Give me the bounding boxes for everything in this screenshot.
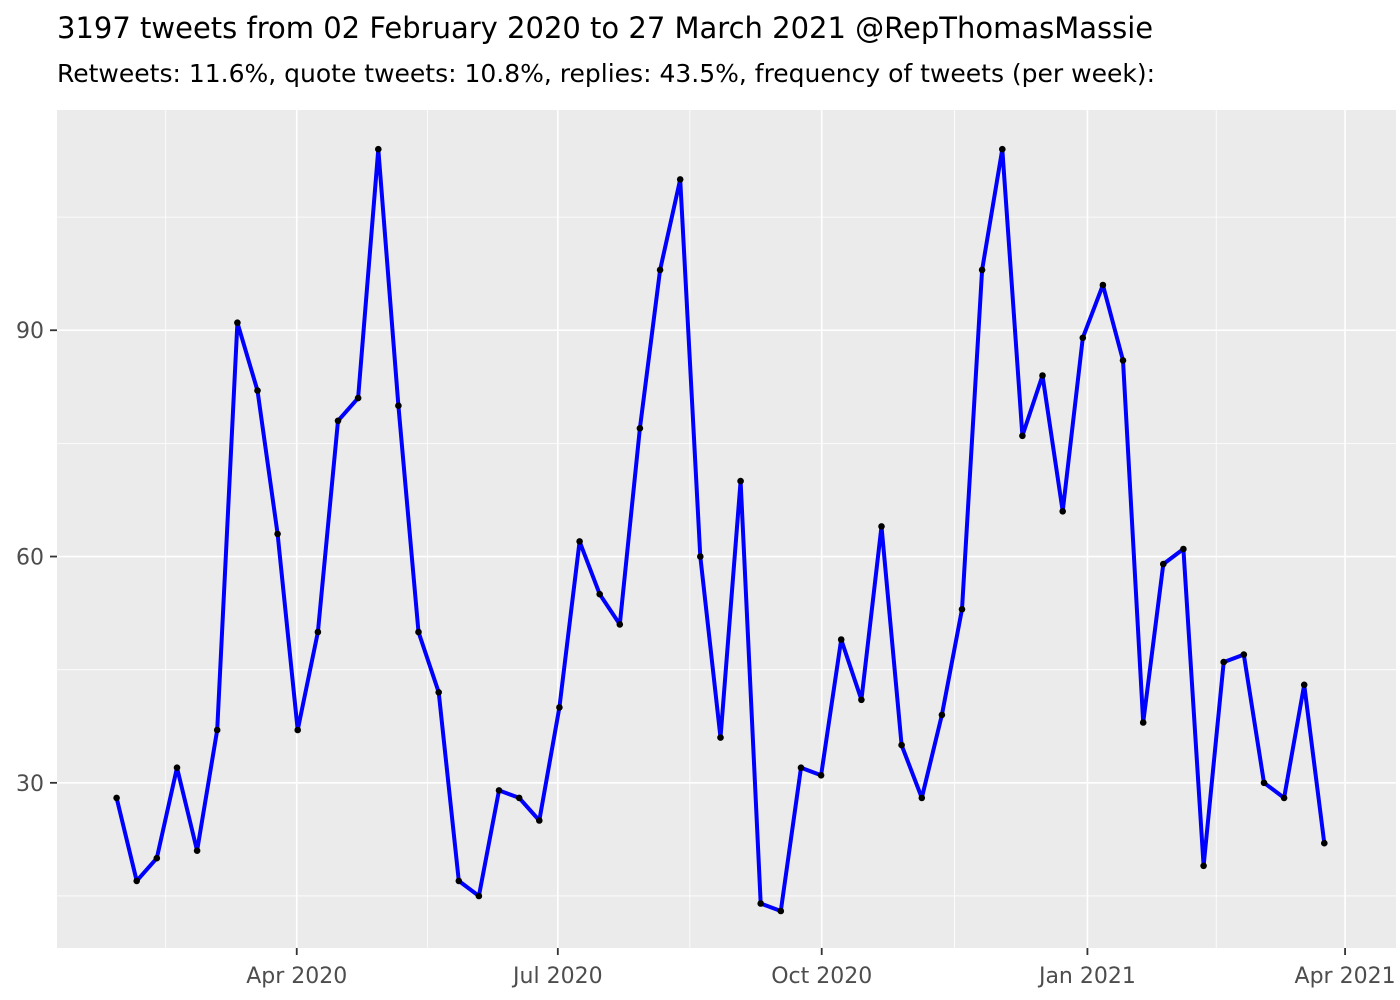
data-point bbox=[1240, 651, 1248, 658]
data-point bbox=[475, 892, 483, 900]
data-point bbox=[455, 877, 463, 885]
data-point bbox=[616, 621, 624, 628]
data-point bbox=[334, 417, 342, 425]
data-point bbox=[193, 847, 201, 854]
data-point bbox=[596, 590, 603, 598]
x-axis-label: Apr 2020 bbox=[246, 964, 347, 989]
data-point bbox=[153, 854, 161, 862]
data-point bbox=[375, 145, 382, 153]
data-point bbox=[636, 425, 644, 432]
x-axis-label: Jan 2021 bbox=[1037, 964, 1136, 989]
data-point bbox=[576, 538, 583, 545]
data-point bbox=[656, 266, 664, 274]
data-point bbox=[234, 319, 241, 327]
data-point bbox=[697, 553, 704, 560]
data-point bbox=[1280, 794, 1288, 802]
y-axis-label: 60 bbox=[16, 546, 44, 571]
data-point bbox=[354, 394, 362, 402]
data-point bbox=[1180, 545, 1187, 553]
data-point bbox=[1079, 334, 1087, 342]
data-point bbox=[1139, 719, 1147, 726]
data-point bbox=[395, 402, 402, 410]
data-point bbox=[717, 734, 724, 741]
data-points bbox=[113, 145, 1328, 915]
data-point bbox=[817, 772, 825, 779]
data-point bbox=[1039, 372, 1046, 379]
data-point bbox=[837, 636, 845, 643]
data-point bbox=[1260, 779, 1268, 787]
data-point bbox=[1321, 839, 1328, 847]
data-point bbox=[1300, 681, 1308, 689]
data-point bbox=[757, 900, 764, 907]
data-point bbox=[676, 176, 684, 183]
data-point bbox=[314, 628, 322, 636]
data-point bbox=[1200, 862, 1207, 870]
data-point bbox=[777, 907, 785, 915]
data-point bbox=[797, 764, 805, 771]
x-axis-label: Jul 2020 bbox=[511, 964, 603, 989]
data-point bbox=[536, 817, 543, 824]
data-point bbox=[1059, 508, 1066, 515]
chart-title: 3197 tweets from 02 February 2020 to 27 … bbox=[57, 11, 1154, 45]
data-point bbox=[858, 696, 865, 704]
x-axis-label: Apr 2021 bbox=[1295, 964, 1396, 989]
data-point bbox=[978, 266, 986, 274]
data-point bbox=[515, 794, 523, 802]
data-point bbox=[556, 704, 563, 711]
axis-tick-marks bbox=[50, 329, 1346, 955]
data-point bbox=[274, 530, 281, 538]
data-point bbox=[958, 606, 966, 613]
data-point bbox=[133, 877, 140, 885]
minor-gridlines bbox=[57, 110, 1396, 948]
chart-subtitle: Retweets: 11.6%, quote tweets: 10.8%, re… bbox=[57, 59, 1156, 88]
data-point bbox=[173, 764, 181, 771]
y-axis-label: 30 bbox=[16, 772, 44, 797]
data-point bbox=[938, 711, 946, 719]
x-axis-label: Oct 2020 bbox=[771, 964, 872, 989]
y-axis-label: 90 bbox=[16, 319, 44, 344]
data-point bbox=[113, 794, 120, 802]
data-point bbox=[254, 387, 261, 394]
data-point bbox=[1019, 432, 1026, 440]
data-point bbox=[1220, 658, 1227, 666]
data-point bbox=[1119, 357, 1127, 364]
data-point bbox=[495, 787, 503, 794]
axis-tick-labels: Apr 2020 Jul 2020 Oct 2020 Jan 2021 Apr 2021… bbox=[16, 319, 1396, 989]
data-point bbox=[918, 794, 926, 802]
data-point bbox=[737, 477, 744, 485]
data-point bbox=[415, 628, 422, 636]
plot-panel bbox=[57, 110, 1396, 948]
data-point bbox=[294, 726, 302, 734]
data-point bbox=[213, 726, 221, 734]
data-point bbox=[878, 523, 885, 530]
data-point bbox=[435, 689, 443, 696]
data-point bbox=[1160, 560, 1167, 568]
data-point bbox=[999, 145, 1006, 153]
data-point bbox=[898, 741, 905, 749]
data-point bbox=[1099, 281, 1107, 289]
